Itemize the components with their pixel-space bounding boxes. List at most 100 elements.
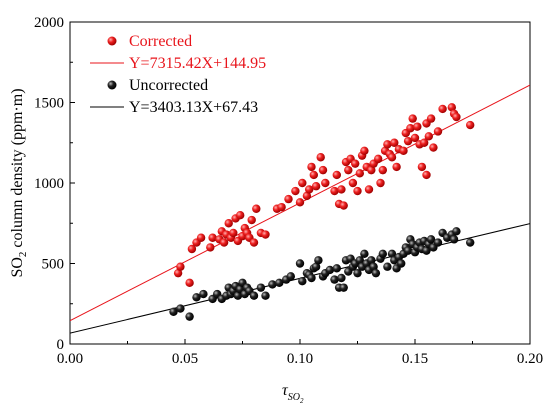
point-corrected [410,133,420,143]
point-uncorrected [256,283,266,292]
point-corrected [298,178,307,188]
point-corrected [406,124,415,133]
point-corrected [196,233,206,242]
point-uncorrected [199,289,208,299]
point-uncorrected [369,262,378,271]
point-corrected [387,153,397,162]
point-corrected [185,278,194,288]
point-uncorrected [403,246,413,255]
point-corrected [399,146,408,155]
point-uncorrected [337,273,346,283]
point-uncorrected [452,227,461,236]
axis-ticks: 0.00 0.05 0.10 0.15 0.20 0 500 1000 1500 2000 [34,15,543,367]
point-uncorrected [307,273,316,283]
point-corrected [367,165,376,175]
point-corrected [311,182,321,191]
point-uncorrected [387,249,397,259]
point-corrected [330,186,339,196]
point-uncorrected [353,268,362,278]
point-corrected [219,238,229,247]
point-corrected [466,120,475,130]
point-corrected [337,185,346,194]
point-corrected [252,204,261,213]
point-corrected [208,233,217,242]
point-corrected [305,185,314,194]
legend-label-uncorrected: Uncorrected [129,77,208,94]
point-corrected [360,146,369,155]
point-corrected [390,138,399,147]
legend-marker-uncorrected [107,80,117,90]
point-corrected [452,112,461,122]
point-corrected [284,194,293,204]
point-corrected [424,132,433,141]
point-corrected [339,201,348,210]
point-uncorrected [466,238,475,247]
point-corrected [316,153,325,162]
point-corrected [355,169,364,178]
point-corrected [332,170,341,180]
point-corrected [302,191,312,201]
point-corrected [383,140,392,149]
legend: Corrected Y=7315.42X+144.95 Uncorrected … [90,33,266,116]
point-corrected [417,162,427,172]
point-corrected [392,162,401,172]
point-corrected [403,136,413,146]
point-corrected [408,114,417,123]
point-uncorrected [325,265,335,275]
point-corrected [173,268,183,278]
point-corrected [224,219,233,228]
legend-fit-label-corrected: Y=7315.42X+144.95 [129,55,266,72]
point-corrected [249,238,259,247]
point-corrected [229,228,238,238]
point-uncorrected [367,256,376,265]
data-points [169,103,475,321]
legend-fit-label-uncorrected: Y=3403.13X+67.43 [129,99,258,116]
point-corrected [206,243,215,252]
point-corrected [426,114,436,123]
point-uncorrected [169,307,178,316]
point-corrected [307,162,316,172]
point-corrected [374,154,383,164]
point-uncorrected [275,278,284,288]
y-tick-label: 1500 [34,96,64,112]
point-uncorrected [330,275,339,284]
point-uncorrected [295,259,305,268]
point-uncorrected [339,283,348,292]
point-corrected [429,143,438,152]
point-corrected [348,178,358,188]
point-corrected [236,211,245,220]
x-tick-label: 0.05 [172,351,198,367]
x-tick-label: 0.15 [402,351,428,367]
y-axis-title: SO2 column density (ppm·m) [9,88,29,277]
point-uncorrected [311,262,321,271]
point-uncorrected [397,259,406,268]
point-corrected [187,244,197,254]
point-corrected [376,178,385,188]
point-corrected [438,104,447,114]
point-uncorrected [192,293,201,302]
point-uncorrected [249,291,259,300]
point-uncorrected [261,291,270,300]
point-uncorrected [433,238,443,247]
point-corrected [344,165,353,175]
point-corrected [291,186,300,196]
y-tick-label: 1000 [34,176,64,192]
legend-marker-corrected [107,36,117,46]
point-corrected [247,215,256,225]
x-tick-label: 0.10 [287,351,313,367]
point-uncorrected [371,268,381,278]
point-uncorrected [383,262,392,271]
y-tick-label: 0 [57,337,65,353]
point-corrected [413,122,422,131]
point-corrected [295,198,305,207]
x-axis-title: τSO2 [282,382,304,405]
point-corrected [364,185,374,194]
point-uncorrected [286,272,295,281]
point-uncorrected [298,277,307,286]
point-corrected [318,165,328,175]
point-corrected [422,170,431,180]
point-corrected [351,159,360,168]
point-corrected [433,127,443,136]
x-tick-label: 0.00 [57,351,83,367]
